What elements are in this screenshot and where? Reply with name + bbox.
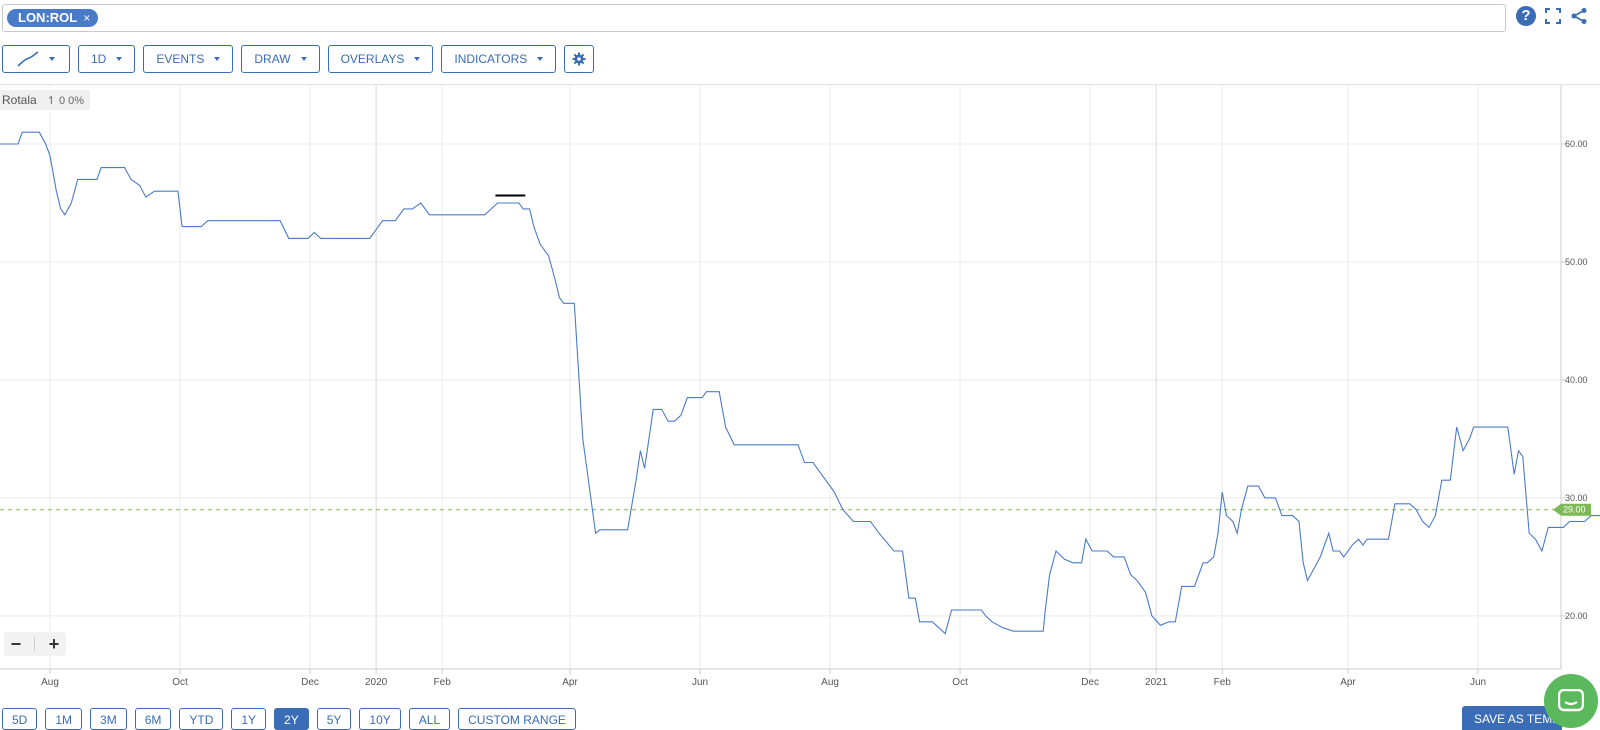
range-button-all[interactable]: ALL (408, 708, 451, 730)
chevron-down-icon (414, 57, 421, 61)
chevron-down-icon (300, 57, 307, 61)
chart-toolbar: 1D EVENTS DRAW OVERLAYS INDICATORS (2, 45, 595, 73)
y-axis-ticks: 20.00 30.00 40.00 50.00 60.00 (1561, 139, 1588, 621)
x-tick-label: 2021 (1145, 677, 1168, 688)
chart-type-button[interactable] (2, 45, 70, 73)
remove-ticker-icon[interactable]: × (83, 11, 91, 25)
series-legend: Rotala ↿ 0 0% (0, 90, 91, 110)
chevron-down-icon (214, 57, 221, 61)
toolbar-divider (0, 84, 1600, 85)
range-button-3m[interactable]: 3M (90, 708, 127, 730)
range-button-5d[interactable]: 5D (2, 708, 38, 730)
range-button-1y[interactable]: 1Y (231, 708, 267, 730)
x-tick-label: Aug (41, 677, 59, 688)
chevron-down-icon (537, 57, 544, 61)
indicators-button[interactable]: INDICATORS (441, 45, 557, 73)
series-name: Rotala (2, 93, 37, 107)
draw-label: DRAW (254, 52, 291, 66)
zoom-in-button[interactable]: + (48, 633, 60, 654)
range-button-1m[interactable]: 1M (45, 708, 83, 730)
symbol-search-bar[interactable]: LON:ROL × (2, 4, 1506, 32)
x-tick-label: Oct (952, 677, 968, 688)
zoom-divider (34, 637, 36, 651)
series-change: ↿ 0 0% (46, 94, 85, 107)
y-tick-label: 60.00 (1565, 139, 1588, 149)
x-tick-label: Dec (1081, 677, 1099, 688)
chat-icon (1558, 689, 1584, 712)
help-icon[interactable]: ? (1516, 6, 1536, 26)
x-tick-label: Jun (1470, 677, 1486, 688)
x-axis-ticks: Aug Oct Dec 2020 Feb Apr Jun Aug Oct Dec 2021 Feb Ap… (41, 669, 1486, 688)
y-tick-label: 30.00 (1565, 493, 1588, 503)
x-tick-label: Apr (562, 677, 578, 688)
y-tick-label: 50.00 (1565, 257, 1588, 267)
fullscreen-icon[interactable] (1544, 7, 1562, 25)
settings-button[interactable] (564, 45, 595, 73)
ticker-chip[interactable]: LON:ROL × (7, 9, 99, 27)
last-price-label: 29.00 (1563, 505, 1586, 515)
indicators-label: INDICATORS (454, 52, 528, 66)
ticker-label: LON:ROL (18, 10, 78, 25)
x-tick-label: 2020 (365, 677, 388, 688)
x-tick-label: Feb (434, 677, 452, 688)
top-icon-group: ? (1516, 6, 1588, 26)
share-icon[interactable] (1570, 7, 1588, 25)
chart-grid (0, 85, 1561, 669)
x-tick-label: Feb (1214, 677, 1232, 688)
x-tick-label: Jun (692, 677, 708, 688)
price-series-line (0, 131, 1600, 635)
x-tick-label: Apr (1340, 677, 1356, 688)
range-button-10y[interactable]: 10Y (359, 708, 401, 730)
x-tick-label: Dec (301, 677, 319, 688)
range-button-6m[interactable]: 6M (134, 708, 172, 730)
line-chart-icon (17, 51, 39, 67)
events-label: EVENTS (156, 52, 205, 66)
y-tick-label: 40.00 (1565, 375, 1588, 385)
draw-button[interactable]: DRAW (241, 45, 320, 73)
chat-widget-button[interactable] (1544, 674, 1598, 728)
interval-button[interactable]: 1D (78, 45, 136, 73)
chevron-down-icon (116, 57, 123, 61)
interval-label: 1D (91, 52, 107, 66)
price-chart[interactable]: 20.00 30.00 40.00 50.00 60.00 Aug Oct Dec 2020 F… (0, 85, 1600, 705)
x-tick-label: Oct (172, 677, 188, 688)
last-price-tag: 29.00 (1553, 503, 1591, 516)
overlays-label: OVERLAYS (340, 52, 405, 66)
gear-icon (572, 52, 586, 66)
overlays-button[interactable]: OVERLAYS (327, 45, 434, 73)
range-selector: 5D 1M 3M 6M YTD 1Y 2Y 5Y 10Y ALL CUSTOM RANGE (2, 708, 576, 730)
range-button-ytd[interactable]: YTD (179, 708, 224, 730)
zoom-out-button[interactable]: − (10, 633, 22, 654)
events-button[interactable]: EVENTS (143, 45, 234, 73)
chevron-down-icon (49, 57, 55, 61)
zoom-control: − + (4, 632, 66, 656)
range-button-2y[interactable]: 2Y (274, 708, 309, 730)
range-button-custom-range[interactable]: CUSTOM RANGE (458, 708, 576, 730)
x-tick-label: Aug (821, 677, 839, 688)
range-button-5y[interactable]: 5Y (316, 708, 352, 730)
y-tick-label: 20.00 (1565, 611, 1588, 621)
